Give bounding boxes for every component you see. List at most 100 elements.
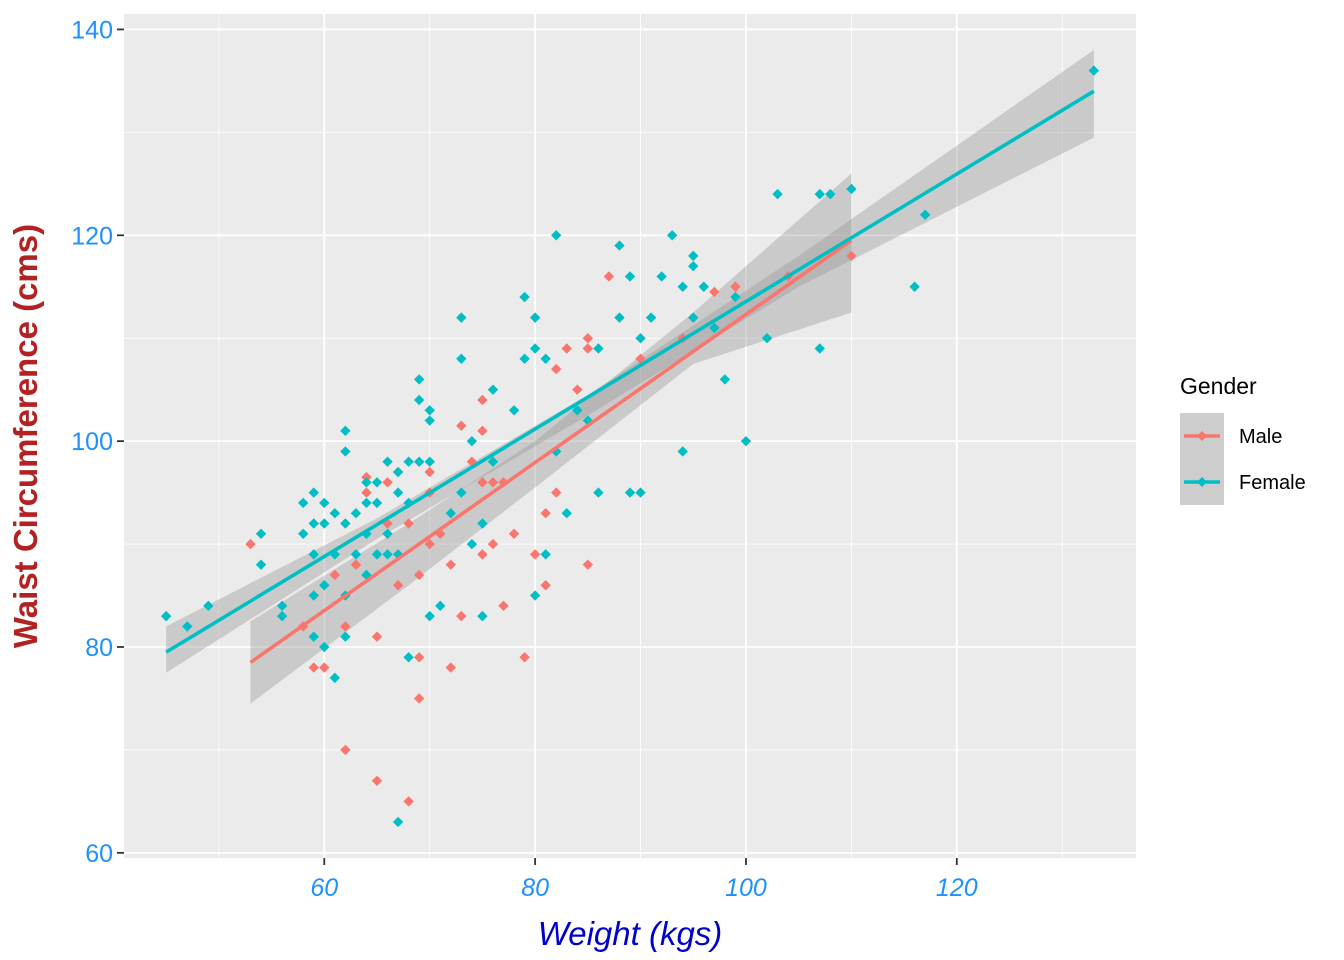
data-point-female (519, 353, 530, 365)
data-point-male (540, 507, 551, 519)
data-point-female (456, 353, 467, 365)
y-tick-label: 60 (85, 840, 113, 868)
data-point-female (477, 518, 488, 529)
data-point-female (382, 528, 393, 539)
data-point-female (203, 600, 214, 612)
data-point-male (361, 487, 372, 498)
data-point-female (772, 188, 783, 200)
data-point-female (466, 435, 478, 447)
data-point-male (572, 384, 583, 395)
data-point-female (435, 600, 446, 612)
data-point-female (319, 497, 330, 509)
data-point-female (392, 466, 404, 478)
data-point-female (635, 487, 646, 498)
data-point-male (561, 343, 572, 354)
data-point-female (371, 549, 383, 560)
data-point-female (276, 610, 288, 622)
y-tick-label: 80 (85, 634, 113, 662)
fit-lines (165, 89, 1095, 664)
data-point-female (424, 415, 435, 426)
data-point-female (456, 312, 467, 323)
fit-line-female (165, 89, 1095, 654)
data-point-female (160, 610, 172, 622)
data-point-male (435, 528, 446, 539)
data-point-female (298, 528, 309, 539)
y-tick-label: 100 (71, 428, 113, 456)
data-point-female (403, 652, 414, 663)
data-point-male (582, 333, 594, 344)
legend: Gender Male Female (1180, 373, 1306, 505)
data-point-female (319, 641, 330, 653)
data-point-male (635, 353, 646, 365)
x-tick-label: 60 (310, 874, 338, 902)
data-point-male (529, 549, 541, 560)
data-point-female (919, 209, 931, 220)
data-point-female (508, 405, 520, 416)
data-point-male (350, 559, 362, 570)
data-point-female (456, 487, 467, 498)
data-point-male (392, 580, 404, 591)
confidence-bands (166, 50, 1094, 704)
data-point-female (340, 446, 351, 457)
data-point-female (730, 291, 741, 303)
legend-key-point-male (1197, 431, 1207, 441)
data-point-female (614, 312, 625, 323)
data-point-female (361, 528, 372, 539)
data-point-female (477, 610, 488, 622)
data-point-male (508, 528, 520, 539)
data-point-female (540, 549, 551, 560)
data-point-male (477, 394, 488, 406)
data-point-female (614, 240, 625, 251)
data-point-female (561, 507, 572, 519)
data-point-female (424, 456, 435, 467)
data-point-male (413, 693, 425, 704)
data-point-male (308, 662, 319, 673)
data-point-female (572, 405, 583, 416)
data-point-female (371, 497, 383, 509)
data-point-male (424, 466, 435, 478)
data-point-male (709, 286, 720, 298)
data-point-male (582, 559, 594, 570)
data-point-female (424, 610, 435, 622)
data-point-female (308, 518, 319, 529)
x-axis-label: Weight (kgs) (538, 915, 723, 952)
data-point-male (382, 477, 393, 488)
data-point-female (319, 580, 330, 591)
x-tick-label: 100 (725, 874, 767, 902)
data-point-female (709, 322, 720, 334)
data-point-male (487, 538, 499, 550)
data-point-male (371, 631, 383, 642)
legend-label-female: Female (1239, 472, 1306, 494)
data-point-male (730, 281, 741, 292)
data-point-female (382, 456, 393, 467)
data-point-female (487, 456, 499, 467)
data-point-male (540, 580, 551, 591)
data-point-female (593, 487, 604, 498)
data-point-male (445, 662, 456, 673)
data-point-female (371, 477, 383, 488)
data-point-male (603, 271, 615, 282)
data-point-female (688, 260, 699, 272)
y-axis-label: Waist Circumference (cms) (7, 224, 44, 648)
data-point-female (814, 188, 825, 200)
data-point-male (413, 569, 425, 581)
data-point-female (656, 271, 667, 282)
data-point-female (308, 549, 319, 560)
data-point-female (382, 549, 393, 560)
data-point-male (340, 621, 351, 632)
data-point-female (666, 230, 678, 241)
data-point-female (624, 271, 636, 282)
data-point-female (308, 487, 319, 498)
y-tick-label: 140 (71, 16, 113, 44)
major-gridlines (124, 14, 1136, 858)
confidence-band-male (250, 173, 852, 704)
data-point-female (540, 353, 551, 365)
y-tick-label: 120 (71, 222, 113, 250)
data-point-female (361, 477, 372, 488)
data-point-female (688, 312, 699, 323)
data-point-female (846, 183, 857, 195)
data-point-female (445, 507, 456, 519)
data-point-male (498, 600, 509, 612)
data-point-female (329, 672, 341, 684)
